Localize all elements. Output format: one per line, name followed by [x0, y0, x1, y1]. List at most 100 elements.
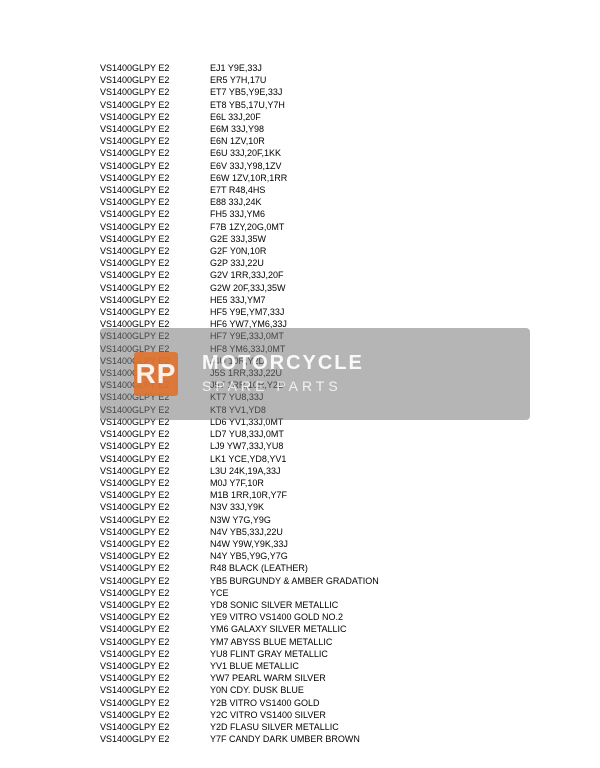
- code-cell: G2W 20F,33J,35W: [210, 282, 286, 294]
- table-row: VS1400GLPY E2R48 BLACK (LEATHER): [100, 562, 379, 574]
- code-cell: E6W 1ZV,10R,1RR: [210, 172, 287, 184]
- model-cell: VS1400GLPY E2: [100, 294, 210, 306]
- code-cell: Y2D FLASU SILVER METALLIC: [210, 721, 339, 733]
- model-cell: VS1400GLPY E2: [100, 233, 210, 245]
- code-cell: G2V 1RR,33J,20F: [210, 269, 284, 281]
- table-row: VS1400GLPY E2YM7 ABYSS BLUE METALLIC: [100, 636, 379, 648]
- table-row: VS1400GLPY E2E6L 33J,20F: [100, 111, 379, 123]
- code-cell: E88 33J,24K: [210, 196, 262, 208]
- code-cell: LK1 YCE,YD8,YV1: [210, 453, 286, 465]
- table-row: VS1400GLPY E2YU8 FLINT GRAY METALLIC: [100, 648, 379, 660]
- model-cell: VS1400GLPY E2: [100, 697, 210, 709]
- code-cell: ET8 YB5,17U,Y7H: [210, 99, 285, 111]
- code-cell: N4V YB5,33J,22U: [210, 526, 283, 538]
- code-cell: N3V 33J,Y9K: [210, 501, 264, 513]
- table-row: VS1400GLPY E2G2W 20F,33J,35W: [100, 282, 379, 294]
- table-row: VS1400GLPY E2LJ9 YW7,33J,YU8: [100, 440, 379, 452]
- code-cell: YE9 VITRO VS1400 GOLD NO.2: [210, 611, 343, 623]
- model-cell: VS1400GLPY E2: [100, 709, 210, 721]
- model-cell: VS1400GLPY E2: [100, 501, 210, 513]
- table-row: VS1400GLPY E2E6U 33J,20F,1KK: [100, 147, 379, 159]
- code-cell: Y0N CDY. DUSK BLUE: [210, 684, 304, 696]
- model-cell: VS1400GLPY E2: [100, 160, 210, 172]
- model-cell: VS1400GLPY E2: [100, 672, 210, 684]
- model-cell: VS1400GLPY E2: [100, 562, 210, 574]
- watermark-overlay: RP MOTORCYCLE SPARE PARTS: [100, 328, 530, 420]
- model-cell: VS1400GLPY E2: [100, 636, 210, 648]
- code-cell: LD7 YU8,33J,0MT: [210, 428, 284, 440]
- table-row: VS1400GLPY E2YM6 GALAXY SILVER METALLIC: [100, 623, 379, 635]
- model-cell: VS1400GLPY E2: [100, 269, 210, 281]
- code-cell: YCE: [210, 587, 229, 599]
- code-cell: E6U 33J,20F,1KK: [210, 147, 281, 159]
- code-cell: N4Y YB5,Y9G,Y7G: [210, 550, 288, 562]
- code-cell: HF5 Y9E,YM7,33J: [210, 306, 284, 318]
- table-row: VS1400GLPY E2G2E 33J,35W: [100, 233, 379, 245]
- model-cell: VS1400GLPY E2: [100, 221, 210, 233]
- code-cell: YM7 ABYSS BLUE METALLIC: [210, 636, 332, 648]
- model-cell: VS1400GLPY E2: [100, 684, 210, 696]
- table-row: VS1400GLPY E2ET8 YB5,17U,Y7H: [100, 99, 379, 111]
- model-cell: VS1400GLPY E2: [100, 550, 210, 562]
- code-cell: YB5 BURGUNDY & AMBER GRADATION: [210, 575, 379, 587]
- table-row: VS1400GLPY E2YCE: [100, 587, 379, 599]
- table-row: VS1400GLPY E2G2F Y0N,10R: [100, 245, 379, 257]
- code-cell: G2P 33J,22U: [210, 257, 264, 269]
- code-cell: N4W Y9W,Y9K,33J: [210, 538, 288, 550]
- code-cell: E6N 1ZV,10R: [210, 135, 265, 147]
- table-row: VS1400GLPY E2N4W Y9W,Y9K,33J: [100, 538, 379, 550]
- table-row: VS1400GLPY E2L3U 24K,19A,33J: [100, 465, 379, 477]
- code-cell: LJ9 YW7,33J,YU8: [210, 440, 283, 452]
- code-cell: FH5 33J,YM6: [210, 208, 265, 220]
- model-cell: VS1400GLPY E2: [100, 538, 210, 550]
- model-cell: VS1400GLPY E2: [100, 111, 210, 123]
- table-row: VS1400GLPY E2E7T R48,4HS: [100, 184, 379, 196]
- table-row: VS1400GLPY E2LD7 YU8,33J,0MT: [100, 428, 379, 440]
- model-cell: VS1400GLPY E2: [100, 721, 210, 733]
- model-cell: VS1400GLPY E2: [100, 257, 210, 269]
- table-row: VS1400GLPY E2E6V 33J,Y98,1ZV: [100, 160, 379, 172]
- table-row: VS1400GLPY E2Y2B VITRO VS1400 GOLD: [100, 697, 379, 709]
- table-row: VS1400GLPY E2HF5 Y9E,YM7,33J: [100, 306, 379, 318]
- code-cell: ER5 Y7H,17U: [210, 74, 266, 86]
- watermark-line2: SPARE PARTS: [202, 375, 364, 397]
- model-cell: VS1400GLPY E2: [100, 660, 210, 672]
- table-row: VS1400GLPY E2Y2C VITRO VS1400 SILVER: [100, 709, 379, 721]
- watermark-logo: RP: [128, 346, 184, 402]
- table-row: VS1400GLPY E2Y2D FLASU SILVER METALLIC: [100, 721, 379, 733]
- model-cell: VS1400GLPY E2: [100, 587, 210, 599]
- table-row: VS1400GLPY E2HE5 33J,YM7: [100, 294, 379, 306]
- model-cell: VS1400GLPY E2: [100, 733, 210, 745]
- model-cell: VS1400GLPY E2: [100, 306, 210, 318]
- code-cell: Y7F CANDY DARK UMBER BROWN: [210, 733, 360, 745]
- table-row: VS1400GLPY E2ET7 YB5,Y9E,33J: [100, 86, 379, 98]
- table-row: VS1400GLPY E2F7B 1ZY,20G,0MT: [100, 221, 379, 233]
- code-cell: L3U 24K,19A,33J: [210, 465, 281, 477]
- table-row: VS1400GLPY E2EJ1 Y9E,33J: [100, 62, 379, 74]
- code-cell: G2E 33J,35W: [210, 233, 266, 245]
- table-row: VS1400GLPY E2FH5 33J,YM6: [100, 208, 379, 220]
- code-cell: M1B 1RR,10R,Y7F: [210, 489, 287, 501]
- model-cell: VS1400GLPY E2: [100, 465, 210, 477]
- table-row: VS1400GLPY E2YD8 SONIC SILVER METALLIC: [100, 599, 379, 611]
- table-row: VS1400GLPY E2ER5 Y7H,17U: [100, 74, 379, 86]
- model-cell: VS1400GLPY E2: [100, 623, 210, 635]
- model-cell: VS1400GLPY E2: [100, 282, 210, 294]
- table-row: VS1400GLPY E2E6M 33J,Y98: [100, 123, 379, 135]
- table-row: VS1400GLPY E2YE9 VITRO VS1400 GOLD NO.2: [100, 611, 379, 623]
- code-cell: M0J Y7F,10R: [210, 477, 264, 489]
- model-cell: VS1400GLPY E2: [100, 489, 210, 501]
- table-row: VS1400GLPY E2N4V YB5,33J,22U: [100, 526, 379, 538]
- table-row: VS1400GLPY E2Y0N CDY. DUSK BLUE: [100, 684, 379, 696]
- table-row: VS1400GLPY E2YW7 PEARL WARM SILVER: [100, 672, 379, 684]
- table-row: VS1400GLPY E2M0J Y7F,10R: [100, 477, 379, 489]
- code-cell: N3W Y7G,Y9G: [210, 514, 271, 526]
- code-cell: YV1 BLUE METALLIC: [210, 660, 299, 672]
- code-cell: G2F Y0N,10R: [210, 245, 266, 257]
- code-cell: Y2B VITRO VS1400 GOLD: [210, 697, 320, 709]
- model-cell: VS1400GLPY E2: [100, 428, 210, 440]
- table-row: VS1400GLPY E2N3V 33J,Y9K: [100, 501, 379, 513]
- model-cell: VS1400GLPY E2: [100, 147, 210, 159]
- model-cell: VS1400GLPY E2: [100, 245, 210, 257]
- model-cell: VS1400GLPY E2: [100, 526, 210, 538]
